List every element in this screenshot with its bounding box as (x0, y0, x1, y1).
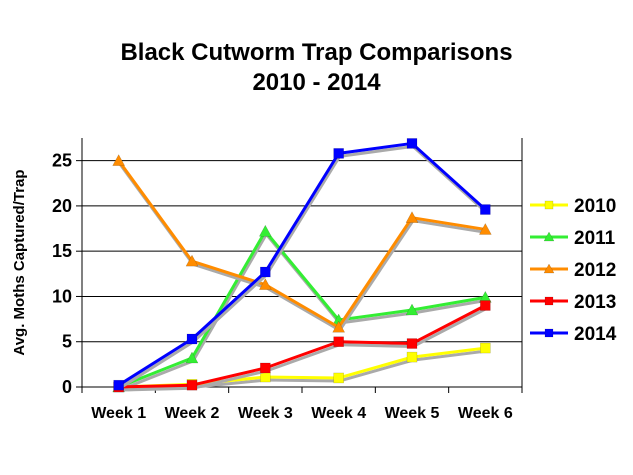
ytick-label-5: 5 (62, 332, 72, 352)
legend-label-2010: 2010 (574, 196, 616, 217)
axes: 0 5 10 15 20 25 Week 1 Week 2 Week 3 Week 4 Week 5… (11, 138, 523, 422)
series-2012-point-3 (258, 278, 272, 290)
legend-item-2011: 2011 (530, 228, 616, 249)
series-2012-point-6 (478, 222, 492, 235)
ytick-label-25: 25 (52, 151, 72, 171)
legend-marker-2014 (544, 328, 554, 338)
series-2012-point-4 (332, 320, 346, 333)
series-2014-point-1 (113, 379, 124, 391)
legend-item-2013: 2013 (530, 292, 616, 313)
ytick-label-15: 15 (52, 241, 72, 261)
legend-marker-2012 (543, 263, 555, 274)
xtick-label-4: Week 4 (311, 405, 366, 422)
series-2011-point-3 (258, 224, 272, 237)
series-2013-point-3 (260, 362, 271, 374)
legend-marker-2013 (544, 296, 554, 306)
series-2014-point-2 (186, 333, 198, 345)
series-2014-point-6 (480, 204, 491, 215)
ytick-label-0: 0 (62, 377, 72, 397)
xtick-label-5: Week 5 (385, 405, 440, 422)
series-2014-point-3 (260, 266, 271, 278)
series-2014-line (117, 141, 487, 387)
xtick-label-2: Week 2 (165, 405, 220, 422)
series-2013-point-4 (333, 336, 344, 347)
series-2010-point-4 (333, 372, 344, 384)
xtick-label-6: Week 6 (458, 405, 513, 422)
legend-label-2013: 2013 (574, 292, 616, 313)
ytick-label-10: 10 (52, 286, 72, 306)
y-axis-title: Avg. Moths Captured/Trap (11, 169, 28, 355)
legend: 2010 2011 2012 2013 2014 (530, 196, 617, 345)
legend-label-2011: 2011 (574, 228, 616, 249)
legend-item-2010: 2010 (530, 196, 616, 217)
series-2013-point-6 (480, 300, 491, 311)
chart-title: Black Cutworm Trap Comparisons 2010 - 20… (0, 38, 633, 98)
legend-label-2014: 2014 (574, 324, 617, 345)
series-2012-point-1 (112, 154, 126, 166)
series-2014 (113, 138, 491, 391)
series-2011-point-2 (185, 351, 199, 364)
series-2012-point-2 (185, 254, 199, 267)
series-2012 (112, 154, 492, 333)
series-2012-point-5 (405, 211, 419, 223)
xtick-label-1: Week 1 (91, 405, 146, 422)
series-2011-line (118, 229, 486, 389)
series-2013-point-2 (186, 379, 198, 391)
chart-title-line1: Black Cutworm Trap Comparisons (120, 39, 513, 66)
series-2013-point-5 (406, 338, 418, 349)
series-2014-shadow (118, 144, 488, 390)
gridlines (82, 160, 522, 343)
legend-item-2014: 2014 (530, 324, 617, 345)
legend-marker-2010 (544, 200, 554, 210)
series-2013-line (118, 304, 487, 389)
chart-title-line2: 2010 - 2014 (252, 69, 381, 96)
legend-item-2012: 2012 (530, 260, 616, 281)
xtick-label-3: Week 3 (238, 405, 293, 422)
ytick-label-20: 20 (52, 196, 72, 216)
series-2010-point-5 (406, 351, 418, 363)
series-2014-point-4 (333, 148, 344, 159)
legend-marker-2011 (543, 231, 555, 242)
series-2011-point-5 (405, 303, 419, 316)
series-2014-point-5 (406, 138, 418, 149)
series-2010-point-6 (480, 342, 491, 354)
series-2013-shadow (119, 307, 488, 392)
series-layer (112, 138, 492, 393)
series-2012-line (117, 159, 486, 329)
legend-label-2012: 2012 (574, 260, 616, 281)
series-2011-shadow (119, 232, 487, 392)
